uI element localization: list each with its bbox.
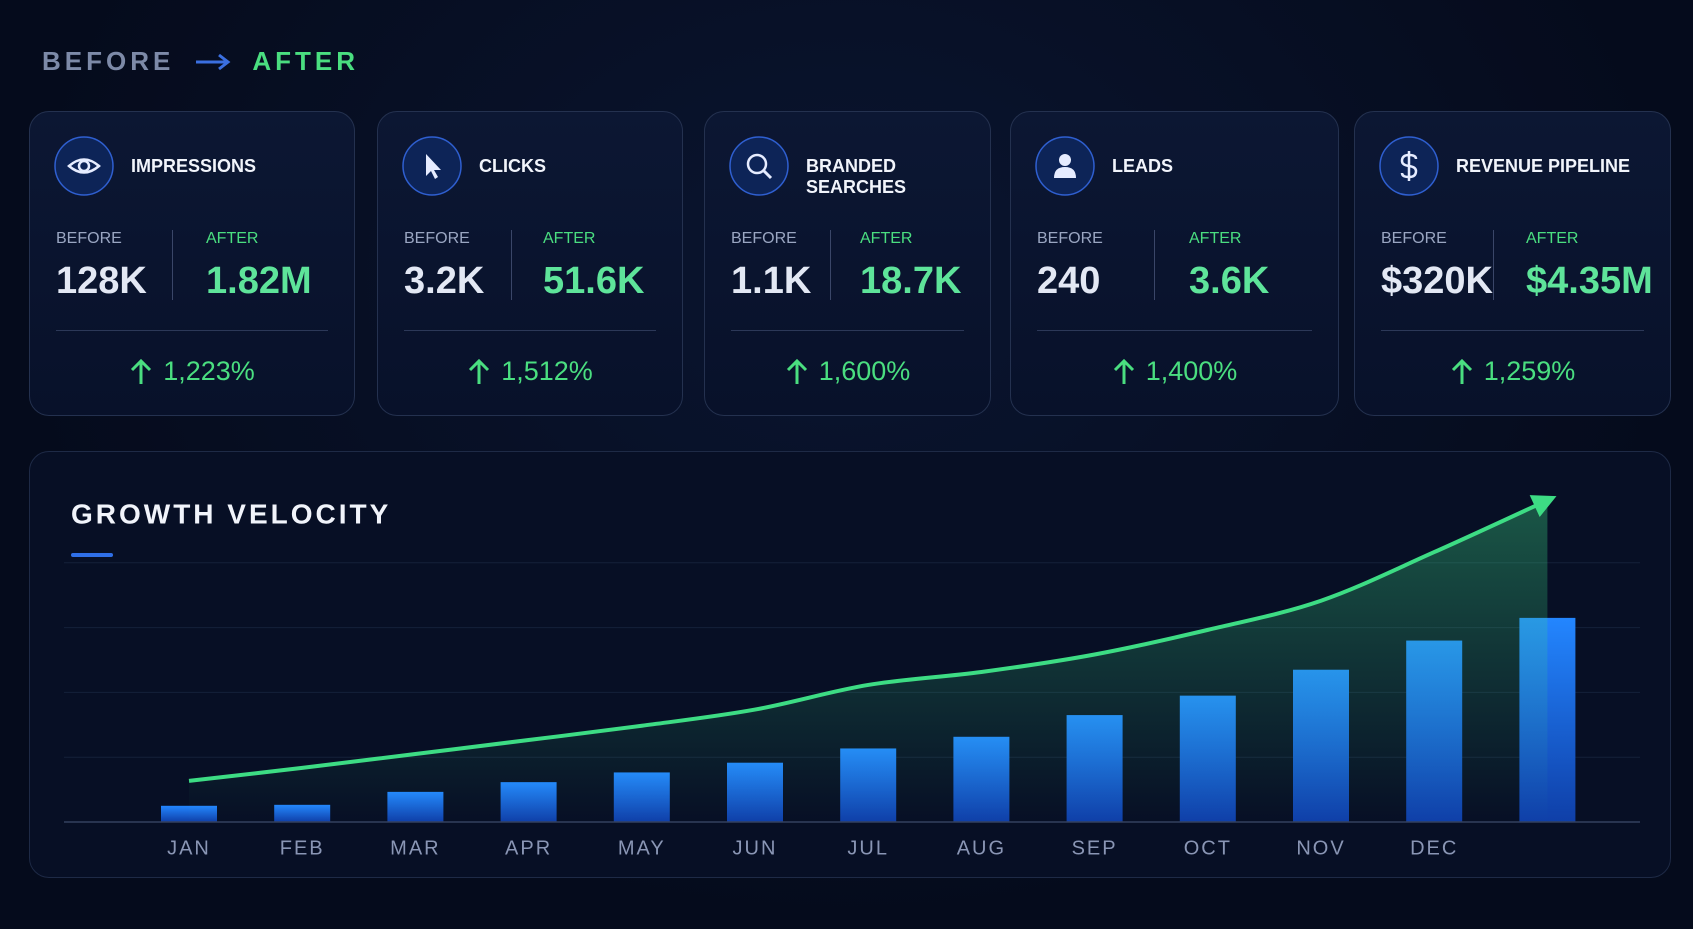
up-arrow: [469, 358, 490, 384]
line-area: [189, 500, 1548, 822]
x-tick-label: MAY: [618, 837, 666, 859]
divider: [830, 230, 831, 300]
divider: [56, 330, 328, 331]
x-tick-label: APR: [505, 837, 552, 859]
card-title: REVENUE PIPELINE: [1456, 156, 1631, 176]
change: 1,400%: [1011, 356, 1338, 387]
header: BEFORE AFTER: [42, 46, 359, 77]
card-icon: [1379, 136, 1439, 196]
before-value: 3.2K: [404, 260, 485, 302]
card-icon: [402, 136, 462, 196]
metric-card: LEADS BEFORE 240 AFTER 3.6K 1,400%: [1010, 111, 1339, 416]
before-label: BEFORE: [56, 230, 122, 247]
before-label: BEFORE: [1037, 230, 1103, 247]
card-title: BRANDED SEARCHES: [806, 156, 907, 197]
before-label: BEFORE: [1381, 230, 1447, 247]
change: 1,512%: [378, 356, 682, 387]
metric-card: REVENUE PIPELINE BEFORE $320K AFTER $4.35M 1,…: [1354, 111, 1671, 416]
change-value: 1,400%: [1145, 356, 1238, 386]
divider: [1037, 330, 1312, 331]
divider: [1154, 230, 1155, 300]
up-arrow: [131, 358, 152, 384]
after-label: AFTER: [543, 230, 596, 247]
change-value: 1,223%: [163, 356, 255, 386]
up-arrow: [786, 358, 807, 384]
x-tick-label: OCT: [1184, 837, 1232, 859]
after-label: AFTER: [252, 46, 360, 76]
after-value: $4.35M: [1526, 260, 1653, 302]
divider: [1381, 330, 1644, 331]
divider: [172, 230, 173, 300]
arrow-head: [1529, 495, 1557, 518]
before-label: BEFORE: [42, 46, 175, 76]
up-arrow: [1451, 358, 1472, 384]
before-value: 128K: [56, 260, 147, 302]
chart-title: GROWTH VELOCITY: [71, 498, 391, 529]
card-icon: [1035, 136, 1095, 196]
title-underline: [71, 553, 113, 557]
after-value: 18.7K: [860, 260, 962, 302]
x-tick-label: FEB: [280, 837, 325, 859]
x-tick-label: DEC: [1410, 837, 1458, 859]
change: 1,223%: [30, 356, 354, 387]
before-label: BEFORE: [404, 230, 470, 247]
before-value: 1.1K: [731, 260, 812, 302]
card-icon: [729, 136, 789, 196]
before-label: BEFORE: [731, 230, 797, 247]
before-value: $320K: [1381, 260, 1493, 302]
after-value: 51.6K: [543, 260, 645, 302]
after-label: AFTER: [1526, 230, 1579, 247]
divider: [511, 230, 512, 300]
divider: [731, 330, 964, 331]
x-tick-label: JUL: [847, 837, 889, 859]
x-tick-label: JUN: [733, 837, 778, 859]
metric-card: BRANDED SEARCHES BEFORE 1.1K AFTER 18.7K 1,60…: [704, 111, 991, 416]
card-title: LEADS: [1112, 156, 1174, 176]
arrow-icon: [196, 53, 231, 70]
change: 1,600%: [705, 356, 990, 387]
x-tick-label: NOV: [1296, 837, 1345, 859]
x-tick-label: AUG: [957, 837, 1006, 859]
after-label: AFTER: [206, 230, 259, 247]
up-arrow: [1113, 358, 1134, 384]
chart: GROWTH VELOCITY JAN FEB MAR APR MAY JUN JUL AUG…: [64, 495, 1640, 859]
x-tick-label: MAR: [390, 837, 440, 859]
card-title: CLICKS: [479, 156, 546, 176]
change-value: 1,259%: [1483, 356, 1576, 386]
x-tick-label: JAN: [167, 837, 211, 859]
change-value: 1,512%: [501, 356, 593, 386]
card-icon: [54, 136, 114, 196]
metric-card: IMPRESSIONS BEFORE 128K AFTER 1.82M 1,223%: [29, 111, 355, 416]
after-label: AFTER: [1189, 230, 1242, 247]
card-title: IMPRESSIONS: [131, 156, 257, 176]
divider: [404, 330, 656, 331]
x-tick-label: SEP: [1072, 837, 1118, 859]
after-value: 3.6K: [1189, 260, 1270, 302]
change: 1,259%: [1355, 356, 1670, 387]
metric-card: CLICKS BEFORE 3.2K AFTER 51.6K 1,512%: [377, 111, 683, 416]
after-value: 1.82M: [206, 260, 312, 302]
divider: [1493, 230, 1494, 300]
change-value: 1,600%: [818, 356, 911, 386]
line: [188, 498, 1549, 783]
chart-panel: GROWTH VELOCITY JAN FEB MAR APR MAY JUN JUL AUG…: [29, 451, 1671, 878]
before-value: 240: [1037, 260, 1101, 302]
after-label: AFTER: [860, 230, 913, 247]
